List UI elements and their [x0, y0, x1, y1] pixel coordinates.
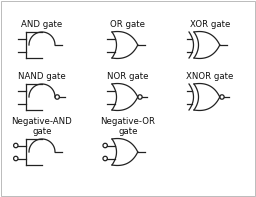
Text: NOR gate: NOR gate [107, 72, 149, 81]
Text: AND gate: AND gate [21, 20, 63, 29]
Text: Negative-OR
gate: Negative-OR gate [101, 117, 155, 136]
Text: XOR gate: XOR gate [190, 20, 230, 29]
Text: NAND gate: NAND gate [18, 72, 66, 81]
Text: Negative-AND
gate: Negative-AND gate [12, 117, 72, 136]
Text: OR gate: OR gate [111, 20, 145, 29]
Text: XNOR gate: XNOR gate [186, 72, 234, 81]
